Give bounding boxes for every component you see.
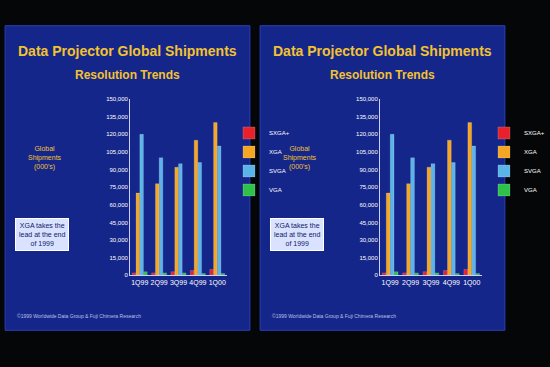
svg-text:1Q00: 1Q00 <box>209 279 226 287</box>
svg-text:4Q99: 4Q99 <box>189 279 206 287</box>
svg-text:SXGA+: SXGA+ <box>524 130 545 136</box>
svg-text:0: 0 <box>374 272 378 278</box>
svg-text:Data Projector Global Shipment: Data Projector Global Shipments <box>18 43 237 59</box>
svg-text:75,000: 75,000 <box>109 184 128 190</box>
svg-text:GlobalShipments(000's): GlobalShipments(000's) <box>283 145 317 171</box>
svg-text:Data Projector Global Shipment: Data Projector Global Shipments <box>273 43 492 59</box>
svg-text:15,000: 15,000 <box>359 255 378 261</box>
svg-text:105,000: 105,000 <box>356 149 378 155</box>
svg-text:30,000: 30,000 <box>359 237 378 243</box>
svg-text:15,000: 15,000 <box>109 255 128 261</box>
svg-text:XGA: XGA <box>524 149 537 155</box>
svg-text:3Q99: 3Q99 <box>422 279 439 287</box>
svg-text:Resolution Trends: Resolution Trends <box>330 68 435 82</box>
svg-text:1Q00: 1Q00 <box>463 279 480 287</box>
svg-text:45,000: 45,000 <box>109 220 128 226</box>
svg-text:135,000: 135,000 <box>106 114 128 120</box>
svg-text:SVGA: SVGA <box>269 168 286 174</box>
svg-text:©1999 Worldwide Data Group & F: ©1999 Worldwide Data Group & Fuji Chimer… <box>17 313 141 319</box>
svg-text:1Q99: 1Q99 <box>131 279 148 287</box>
svg-text:135,000: 135,000 <box>356 114 378 120</box>
svg-text:4Q99: 4Q99 <box>443 279 460 287</box>
svg-text:60,000: 60,000 <box>109 202 128 208</box>
svg-text:2Q99: 2Q99 <box>151 279 168 287</box>
svg-text:30,000: 30,000 <box>109 237 128 243</box>
svg-text:1Q99: 1Q99 <box>382 279 399 287</box>
svg-text:XGA: XGA <box>269 149 282 155</box>
svg-text:©1999 Worldwide Data Group & F: ©1999 Worldwide Data Group & Fuji Chimer… <box>272 313 396 319</box>
svg-text:Resolution Trends: Resolution Trends <box>75 68 180 82</box>
svg-text:GlobalShipments(000's): GlobalShipments(000's) <box>28 145 62 171</box>
svg-text:105,000: 105,000 <box>106 149 128 155</box>
svg-text:VGA: VGA <box>269 187 282 193</box>
svg-text:XGA takes thelead at the endof: XGA takes thelead at the endof 1999 <box>19 222 65 247</box>
svg-text:45,000: 45,000 <box>359 220 378 226</box>
svg-text:0: 0 <box>125 272 129 278</box>
svg-text:XGA takes thelead at the endof: XGA takes thelead at the endof 1999 <box>274 222 320 247</box>
svg-text:150,000: 150,000 <box>106 96 128 102</box>
svg-text:SXGA+: SXGA+ <box>269 130 290 136</box>
svg-text:120,000: 120,000 <box>106 131 128 137</box>
svg-text:120,000: 120,000 <box>356 131 378 137</box>
svg-text:75,000: 75,000 <box>359 184 378 190</box>
svg-text:SVGA: SVGA <box>524 168 541 174</box>
svg-text:3Q99: 3Q99 <box>170 279 187 287</box>
svg-text:150,000: 150,000 <box>356 96 378 102</box>
svg-text:2Q99: 2Q99 <box>402 279 419 287</box>
svg-text:90,000: 90,000 <box>109 167 128 173</box>
svg-text:60,000: 60,000 <box>359 202 378 208</box>
svg-text:VGA: VGA <box>524 187 537 193</box>
svg-text:90,000: 90,000 <box>359 167 378 173</box>
